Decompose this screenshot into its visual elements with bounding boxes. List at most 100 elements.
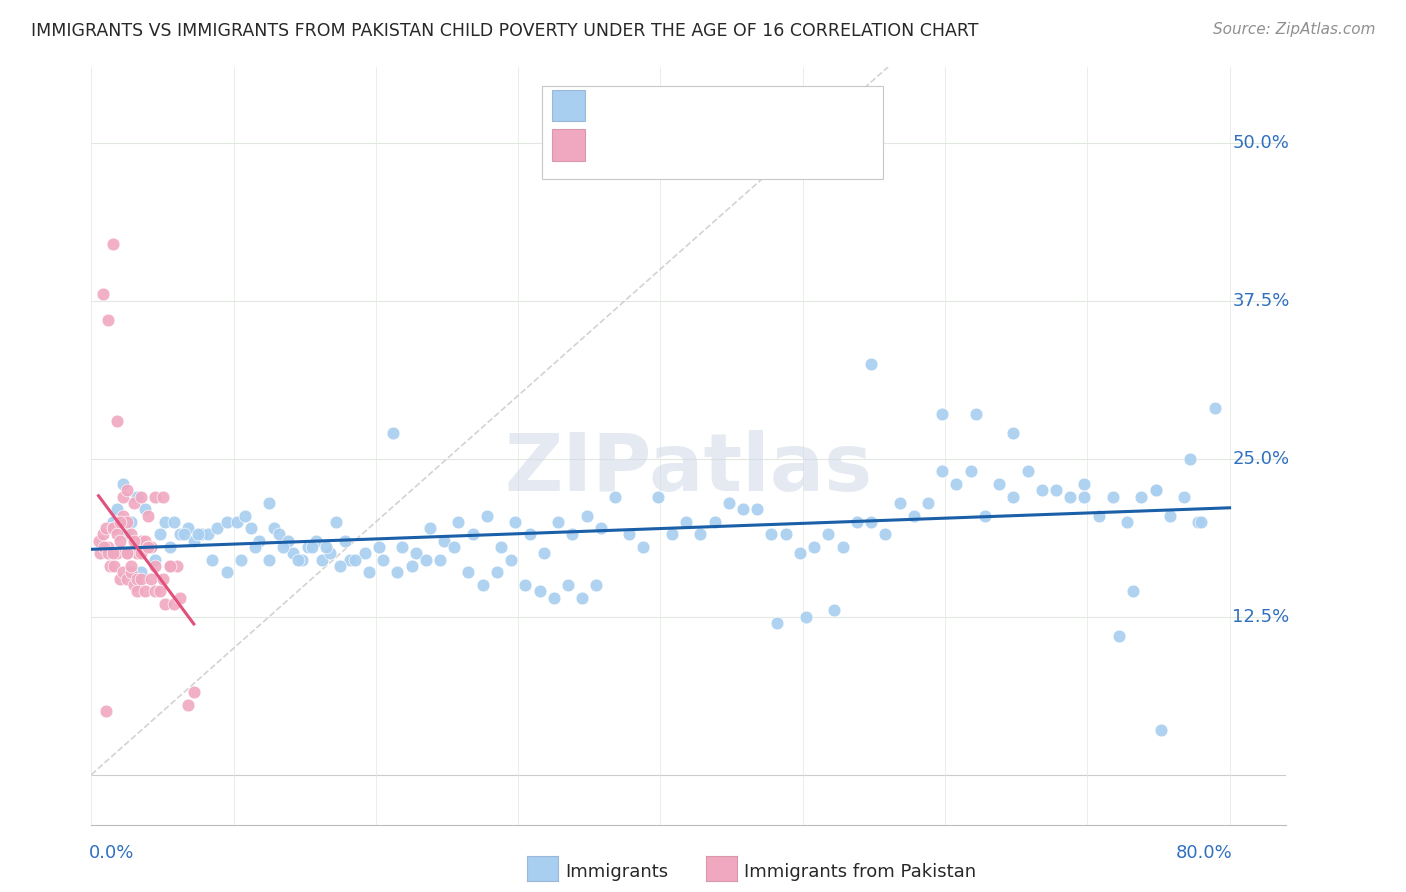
Point [831, 540, 853, 554]
Point [287, 552, 309, 567]
Point [145, 584, 167, 599]
Point [547, 515, 569, 529]
Point [122, 496, 145, 510]
Point [149, 527, 172, 541]
Point [471, 578, 494, 592]
Point [1122, 584, 1144, 599]
Text: N =: N = [710, 136, 752, 154]
Point [191, 527, 214, 541]
Point [169, 527, 191, 541]
Text: 147: 147 [758, 96, 794, 115]
Point [98, 559, 121, 574]
Text: 64: 64 [758, 136, 789, 154]
Point [1059, 490, 1081, 504]
Point [177, 698, 200, 712]
Point [501, 552, 523, 567]
Point [205, 521, 228, 535]
Point [105, 502, 128, 516]
Point [136, 540, 159, 554]
Text: Source: ZipAtlas.com: Source: ZipAtlas.com [1212, 22, 1375, 37]
Point [505, 515, 527, 529]
Point [353, 546, 375, 560]
Point [717, 496, 740, 510]
Point [136, 540, 159, 554]
Point [108, 515, 131, 529]
Text: 12.5%: 12.5% [1233, 607, 1289, 625]
Point [125, 572, 148, 586]
Point [134, 533, 156, 548]
Point [159, 559, 181, 574]
Point [433, 533, 456, 548]
Point [101, 521, 124, 535]
Text: 25.0%: 25.0% [1233, 450, 1289, 467]
Point [247, 533, 270, 548]
Point [357, 566, 380, 580]
Point [257, 552, 280, 567]
Point [988, 476, 1011, 491]
Point [108, 572, 131, 586]
Point [675, 515, 697, 529]
Point [129, 572, 152, 586]
Point [297, 540, 319, 554]
Point [101, 515, 124, 529]
FancyBboxPatch shape [551, 129, 585, 161]
Point [401, 559, 423, 574]
Point [917, 496, 939, 510]
Point [166, 559, 188, 574]
Point [269, 527, 291, 541]
Point [301, 540, 323, 554]
Point [155, 515, 177, 529]
Point [429, 552, 451, 567]
Point [325, 515, 347, 529]
Point [633, 540, 655, 554]
Point [661, 527, 683, 541]
Text: 50.0%: 50.0% [1233, 134, 1289, 152]
Text: IMMIGRANTS VS IMMIGRANTS FROM PAKISTAN CHILD POVERTY UNDER THE AGE OF 16 CORRELA: IMMIGRANTS VS IMMIGRANTS FROM PAKISTAN C… [31, 22, 979, 40]
Point [803, 540, 825, 554]
Point [1073, 490, 1095, 504]
Point [111, 508, 134, 523]
Point [243, 540, 266, 554]
Point [589, 521, 612, 535]
Text: 80.0%: 80.0% [1175, 844, 1233, 862]
Point [766, 615, 789, 630]
Point [945, 476, 967, 491]
Point [115, 527, 138, 541]
Point [120, 527, 142, 541]
Point [233, 508, 256, 523]
Point [529, 584, 551, 599]
Point [291, 552, 314, 567]
Point [333, 533, 356, 548]
Point [571, 591, 593, 605]
Point [94, 705, 117, 719]
Point [283, 546, 305, 560]
Point [447, 515, 470, 529]
Point [149, 584, 172, 599]
Point [1031, 483, 1053, 498]
Point [263, 521, 285, 535]
Point [91, 287, 114, 301]
Point [89, 546, 111, 560]
Text: ZIPatlas: ZIPatlas [505, 430, 873, 508]
Point [183, 685, 205, 699]
Point [120, 515, 142, 529]
Point [405, 546, 427, 560]
Point [311, 552, 333, 567]
Point [120, 559, 142, 574]
Point [489, 540, 512, 554]
Point [319, 546, 342, 560]
Point [115, 546, 138, 560]
Point [775, 527, 797, 541]
Point [134, 584, 156, 599]
Point [277, 533, 299, 548]
Point [329, 559, 352, 574]
Point [515, 578, 537, 592]
Text: 0.231: 0.231 [643, 136, 702, 154]
Point [485, 566, 508, 580]
Point [141, 540, 163, 554]
Point [1144, 483, 1167, 498]
Point [965, 408, 987, 422]
Point [93, 540, 115, 554]
Point [973, 508, 995, 523]
Point [87, 533, 110, 548]
